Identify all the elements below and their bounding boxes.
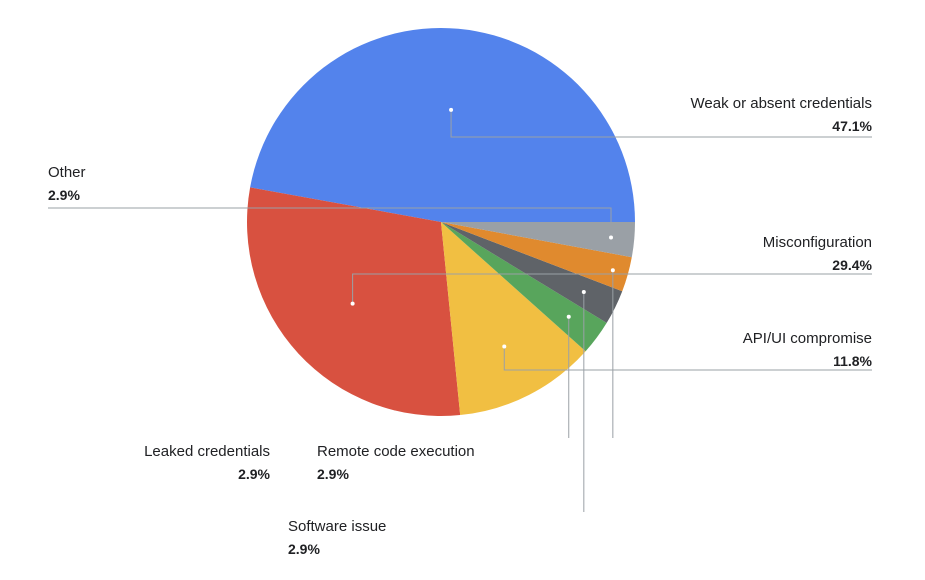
label-weak-or-absent-credentials: Weak or absent credentials	[691, 95, 873, 112]
label-leaked-credentials: Leaked credentials	[144, 443, 270, 460]
leader-dot-misconfiguration	[350, 301, 355, 306]
slice-software-issue	[441, 222, 623, 323]
pie-slices	[247, 27, 635, 416]
label-remote-code-execution: Remote code execution	[317, 443, 475, 460]
slice-api-ui-compromise	[441, 222, 586, 416]
leader-dot-remote-code-execution	[566, 314, 571, 319]
slice-other	[441, 222, 635, 258]
value-weak-or-absent-credentials: 47.1%	[832, 118, 872, 134]
leader-dot-other	[609, 235, 614, 240]
label-software-issue: Software issue	[288, 518, 386, 535]
value-other: 2.9%	[48, 187, 80, 203]
leader-misconfiguration	[352, 273, 872, 304]
leader-dot-weak-or-absent-credentials	[449, 107, 454, 112]
leader-dot-api-ui-compromise	[502, 344, 507, 349]
leader-dot-leaked-credentials	[610, 268, 615, 273]
leader-dot-software-issue	[581, 290, 586, 295]
value-misconfiguration: 29.4%	[832, 257, 872, 273]
leader-weak-or-absent-credentials	[450, 109, 872, 138]
leader-lines	[48, 107, 872, 512]
label-api-ui-compromise: API/UI compromise	[743, 330, 872, 347]
value-api-ui-compromise: 11.8%	[833, 353, 872, 369]
slice-misconfiguration	[247, 187, 461, 416]
leader-api-ui-compromise	[503, 346, 872, 371]
value-leaked-credentials: 2.9%	[238, 466, 270, 482]
value-software-issue: 2.9%	[288, 541, 320, 557]
label-misconfiguration: Misconfiguration	[763, 234, 872, 251]
slice-labels: Weak or absent credentials 47.1% Misconf…	[48, 95, 873, 557]
value-remote-code-execution: 2.9%	[317, 466, 349, 482]
leader-other	[48, 207, 612, 238]
label-other: Other	[48, 164, 86, 181]
slice-weak-or-absent-credentials	[250, 27, 635, 222]
slice-remote-code-execution	[441, 222, 607, 352]
